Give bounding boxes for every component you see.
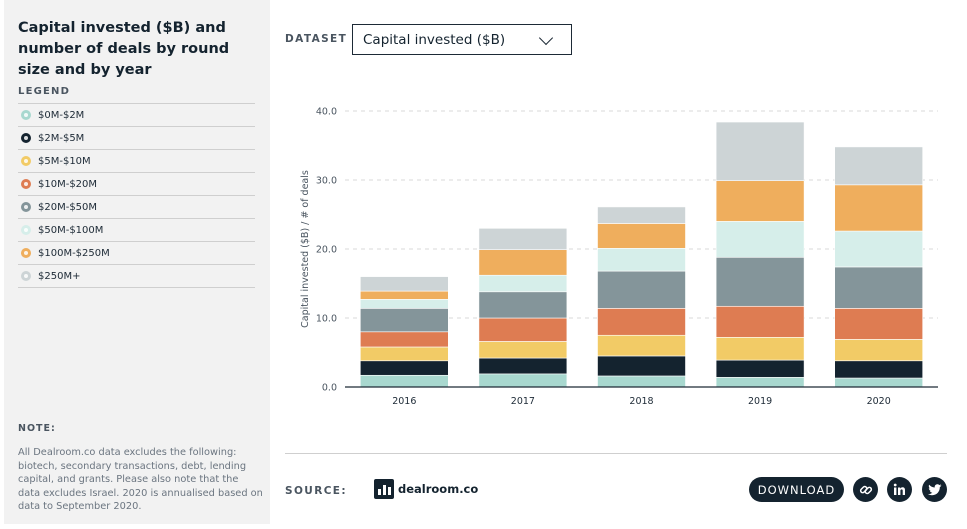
bar-segment xyxy=(478,357,568,375)
source-label: SOURCE: xyxy=(285,485,347,497)
bar-segment xyxy=(834,184,924,232)
bar-segment xyxy=(715,221,805,258)
legend-label: $250M+ xyxy=(38,270,81,282)
bar-segment xyxy=(834,308,924,340)
x-tick-label: 2016 xyxy=(392,396,416,407)
twitter-icon xyxy=(927,483,941,495)
bar-segment xyxy=(360,360,449,376)
bar-segment xyxy=(597,308,686,336)
bar-segment xyxy=(834,360,924,379)
bar-segment xyxy=(478,274,568,293)
bar-segment xyxy=(597,355,686,377)
bar-segment xyxy=(834,266,924,309)
bar-segment xyxy=(715,305,805,338)
note-text: All Dealroom.co data excludes the follow… xyxy=(18,447,263,512)
y-tick-label: 20.0 xyxy=(316,245,337,256)
y-axis-title: Capital invested ($B) / # of deals xyxy=(300,170,311,328)
legend-item[interactable]: $10M-$20M xyxy=(18,173,255,196)
legend-item[interactable]: $50M-$100M xyxy=(18,219,255,242)
y-tick-label: 10.0 xyxy=(316,314,337,325)
legend-swatch xyxy=(21,248,31,258)
bar-segment xyxy=(715,180,805,222)
legend-swatch xyxy=(21,225,31,235)
sidebar: Capital invested ($B) and number of deal… xyxy=(4,0,270,524)
bar-segment xyxy=(597,334,686,357)
bar-segment xyxy=(715,337,805,361)
bar-segment xyxy=(478,291,568,319)
bar-segment xyxy=(478,341,568,359)
bar-segment xyxy=(478,317,568,342)
legend-label: $20M-$50M xyxy=(38,201,98,213)
bar-segment xyxy=(834,230,924,268)
legend-swatch xyxy=(21,271,31,281)
bar-segment xyxy=(360,308,449,333)
y-tick-label: 0.0 xyxy=(322,383,337,394)
bar-segment xyxy=(360,299,449,309)
bar-segment xyxy=(478,228,568,250)
chart-title: Capital invested ($B) and number of deal… xyxy=(18,20,230,78)
dataset-label: DATASET xyxy=(285,33,348,45)
x-tick-label: 2019 xyxy=(748,396,772,407)
footer-divider xyxy=(285,453,947,454)
legend-swatch xyxy=(21,156,31,166)
legend-item[interactable]: $2M-$5M xyxy=(18,127,255,150)
legend-swatch xyxy=(21,133,31,143)
share-twitter-button[interactable] xyxy=(922,477,947,502)
legend-item[interactable]: $100M-$250M xyxy=(18,242,255,265)
bar-segment xyxy=(834,377,924,388)
dealroom-logo-mark-icon xyxy=(374,479,394,499)
chevron-down-icon xyxy=(538,30,554,46)
bar-segment xyxy=(360,290,449,300)
legend-item[interactable]: $0M-$2M xyxy=(18,104,255,127)
legend-label: $50M-$100M xyxy=(38,224,104,236)
bar-segment xyxy=(597,270,686,309)
y-tick-label: 30.0 xyxy=(316,176,337,187)
x-tick-label: 2018 xyxy=(629,396,653,407)
bar-segment xyxy=(715,121,805,181)
dataset-dropdown[interactable]: Capital invested ($B) xyxy=(352,24,572,55)
bar-segment xyxy=(597,248,686,272)
dealroom-logo-text: dealroom.co xyxy=(398,482,479,496)
legend-heading: LEGEND xyxy=(18,86,71,97)
bar-segment xyxy=(478,373,568,388)
x-tick-label: 2020 xyxy=(867,396,891,407)
bar-segment xyxy=(597,206,686,224)
x-tick-label: 2017 xyxy=(511,396,535,407)
legend-swatch xyxy=(21,179,31,189)
note-heading: NOTE: xyxy=(18,423,56,434)
share-linkedin-button[interactable] xyxy=(887,477,912,502)
legend-label: $10M-$20M xyxy=(38,178,98,190)
legend: $0M-$2M $2M-$5M $5M-$10M $10M-$20M $20M-$50M… xyxy=(18,103,255,288)
legend-label: $100M-$250M xyxy=(38,247,110,259)
stacked-bar-chart: 0.0 10.0 20.0 30.0 40.0 Capital invested ($B)… xyxy=(300,107,938,407)
bar-segment xyxy=(834,339,924,362)
y-tick-label: 40.0 xyxy=(316,107,337,118)
bar-segment xyxy=(360,276,449,292)
legend-label: $0M-$2M xyxy=(38,109,85,121)
bar-segment xyxy=(360,331,449,348)
bar-segment xyxy=(715,359,805,378)
legend-item[interactable]: $20M-$50M xyxy=(18,196,255,219)
legend-label: $5M-$10M xyxy=(38,155,91,167)
legend-swatch xyxy=(21,202,31,212)
dealroom-logo[interactable]: dealroom.co xyxy=(374,479,478,499)
bar-segment xyxy=(715,377,805,388)
bar-segment xyxy=(360,374,449,388)
link-icon xyxy=(859,485,872,494)
share-link-button[interactable] xyxy=(853,477,878,502)
legend-swatch xyxy=(21,110,31,120)
bar-segment xyxy=(597,375,686,388)
dataset-selected-value: Capital invested ($B) xyxy=(363,31,506,48)
bar-segment xyxy=(597,223,686,249)
legend-label: $2M-$5M xyxy=(38,132,85,144)
bar-segment xyxy=(360,346,449,362)
legend-item[interactable]: $250M+ xyxy=(18,265,255,288)
legend-item[interactable]: $5M-$10M xyxy=(18,150,255,173)
bar-segment xyxy=(715,256,805,307)
linkedin-icon xyxy=(893,483,905,495)
download-button[interactable]: DOWNLOAD xyxy=(749,477,844,502)
bar-segment xyxy=(478,249,568,276)
bar-segment xyxy=(834,146,924,186)
